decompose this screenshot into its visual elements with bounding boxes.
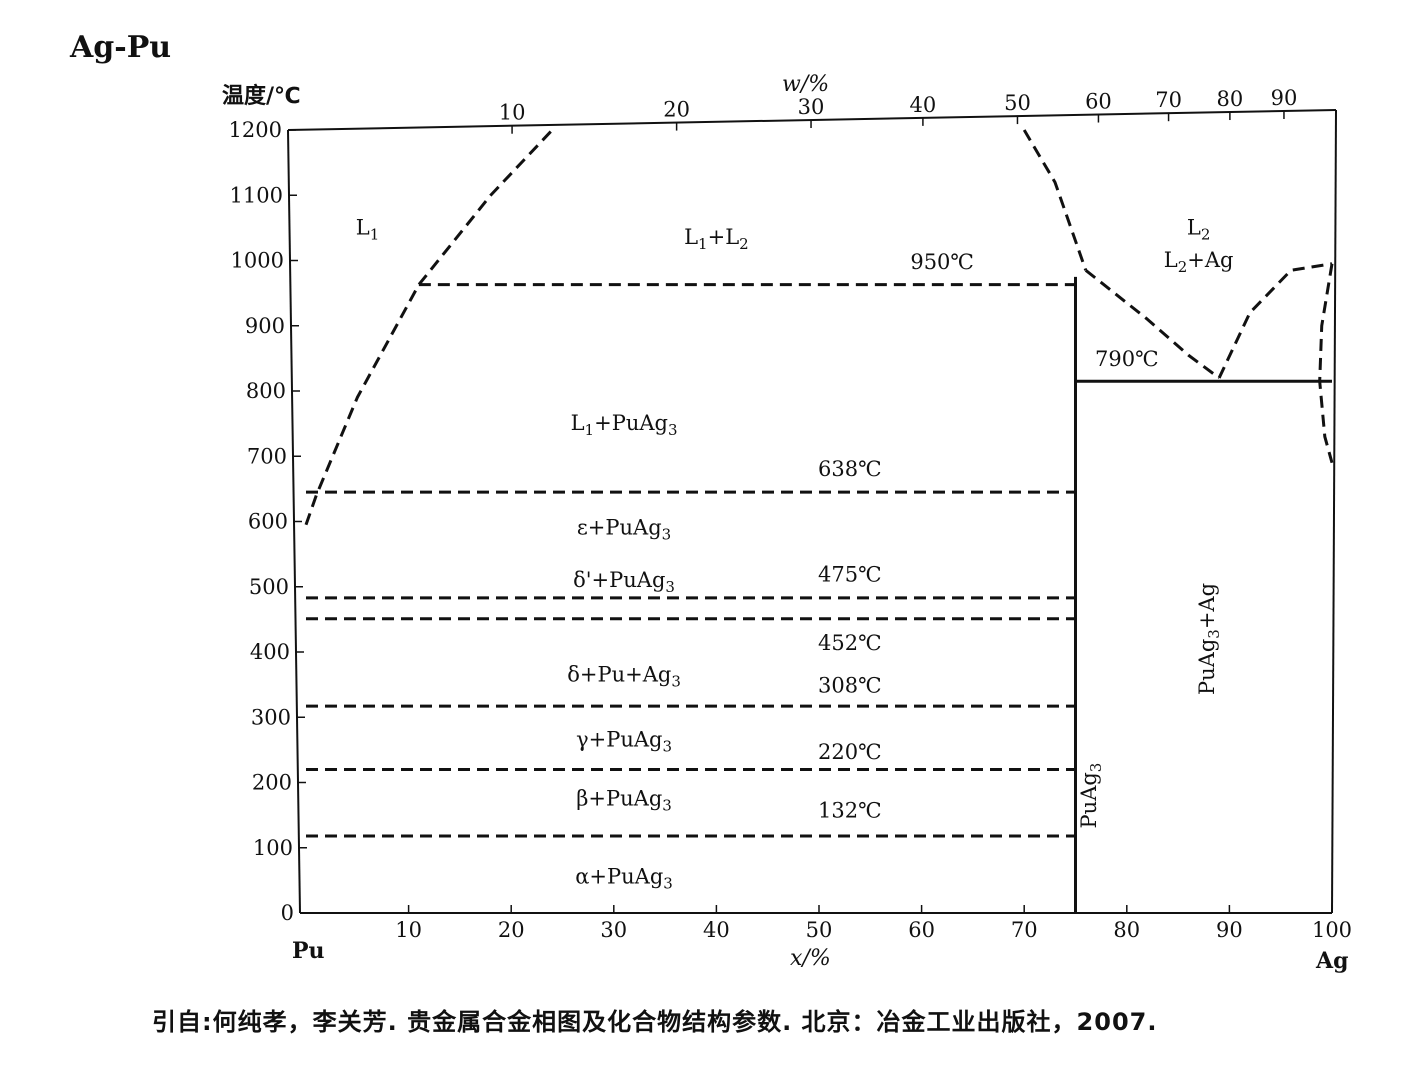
miscibility-gap-right-line: [1022, 129, 1088, 271]
phase-region-label: L1: [356, 215, 380, 243]
top-axis-line: [287, 109, 1337, 131]
x-tick-label: 10: [395, 918, 422, 942]
l2-liquidus-line: [1084, 269, 1221, 380]
left-component-label: Pu: [292, 938, 325, 964]
y-tick-label: 700: [247, 444, 287, 468]
x2-tick-label: 90: [1271, 86, 1298, 110]
y-tick-label: 900: [245, 314, 285, 338]
x-tick-label: 100: [1312, 918, 1352, 942]
x2-tick-label: 50: [1004, 91, 1031, 115]
isotherm-temperature-label: 638℃: [818, 457, 882, 481]
x2-tick-label: 70: [1155, 88, 1182, 112]
x2-tick-label: 10: [499, 101, 526, 125]
y-tick-label: 1000: [231, 249, 284, 273]
isotherm-temperature-label: 790℃: [1095, 347, 1159, 371]
x2-tick-label: 80: [1217, 87, 1244, 111]
y-tick-label: 1100: [230, 183, 283, 207]
phase-region-label: δ'+PuAg3: [573, 568, 675, 596]
top-axis-label: w/%: [782, 72, 830, 97]
axes-layer: [287, 109, 1337, 914]
phase-diagram: 0 100 200 300 400 500 600 700 800 900 1000 1100 1200…: [229, 86, 1353, 942]
isotherm-temperature-label: 220℃: [818, 740, 882, 764]
phase-region-label: L2+Ag: [1164, 248, 1234, 276]
y-axis-label: 温度/℃: [222, 84, 301, 109]
x-tick-label: 70: [1011, 918, 1038, 942]
phase-region-label: PuAg3: [1077, 763, 1105, 829]
phase-region-label: δ+Pu+Ag3: [567, 662, 681, 690]
isotherm-temperature-label: 950℃: [910, 250, 974, 274]
x-tick-label: 60: [908, 918, 935, 942]
phase-region-label: ε+PuAg3: [577, 516, 671, 544]
bottom-axis-label: x/%: [790, 946, 831, 971]
phase-region-label: L1+L2: [684, 225, 749, 253]
chart-title: Ag-Pu: [70, 30, 172, 65]
y-tick-label: 500: [249, 575, 289, 599]
x-tick-label: 40: [703, 918, 730, 942]
x-tick-label: 80: [1113, 918, 1140, 942]
isotherm-temperature-label: 308℃: [818, 673, 882, 697]
phase-region-label: L1+PuAg3: [571, 411, 678, 439]
x2-tick-label: 30: [798, 95, 825, 119]
isotherm-temperature-label: 452℃: [818, 631, 882, 655]
y-tick-label: 1200: [229, 118, 282, 142]
isotherm-temperature-label: 132℃: [818, 799, 882, 823]
x2-tick-label: 40: [910, 93, 937, 117]
phase-region-label: γ+PuAg3: [576, 728, 672, 756]
y-tick-label: 400: [250, 640, 290, 664]
region-labels-layer: 950℃ 790℃ 638℃ 475℃ 452℃ 308℃ 220℃ 132℃ L1 L1+L2 L…: [356, 215, 1234, 892]
phase-region-label: β+PuAg3: [576, 786, 672, 814]
y-tick-label: 300: [251, 705, 291, 729]
x-tick-label: 90: [1216, 918, 1243, 942]
right-component-label: Ag: [1316, 948, 1349, 974]
isotherm-temperature-label: 475℃: [818, 563, 882, 587]
phase-lines-layer: [304, 128, 1334, 913]
ag-solvus-line: [1318, 263, 1334, 464]
y-tick-label: 100: [253, 836, 293, 860]
phase-region-label: L2: [1187, 215, 1211, 243]
source-citation: 引自:何纯孝，李关芳. 贵金属合金相图及化合物结构参数. 北京：冶金工业出版社，…: [152, 1008, 1158, 1036]
x2-tick-label: 20: [663, 98, 690, 122]
y-tick-label: 600: [248, 510, 288, 534]
y-tick-label: 200: [252, 771, 292, 795]
x-tick-label: 30: [600, 918, 627, 942]
x-tick-label: 20: [498, 918, 525, 942]
y-tick-label: 0: [281, 901, 294, 925]
pu-liquidus-line: [304, 128, 554, 526]
right-axis-line: [1331, 109, 1337, 914]
phase-region-label: α+PuAg3: [575, 865, 673, 893]
ag-liquidus-line: [1217, 262, 1333, 379]
x-tick-label: 50: [806, 918, 833, 942]
ticks-layer: 0 100 200 300 400 500 600 700 800 900 1000 1100 1200…: [229, 86, 1353, 942]
phase-region-label: PuAg3+Ag: [1195, 583, 1223, 695]
x2-tick-label: 60: [1085, 90, 1112, 114]
y-tick-label: 800: [246, 379, 286, 403]
